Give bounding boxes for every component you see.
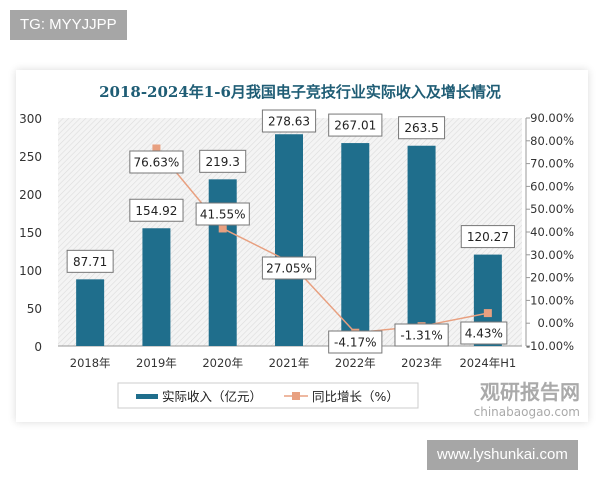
right-axis-tick: 20.00% xyxy=(530,271,574,285)
right-axis-tick: -10.00% xyxy=(526,339,574,353)
watermark-brand: 观研报告网 xyxy=(480,380,580,404)
bar xyxy=(76,279,105,346)
left-axis-tick: 100 xyxy=(19,264,42,278)
growth-data-label-box xyxy=(460,321,508,345)
growth-data-label-box xyxy=(129,150,184,174)
right-axis-tick: 0.00% xyxy=(537,316,574,330)
growth-marker xyxy=(152,144,161,153)
bar xyxy=(275,134,303,346)
bar-data-label: 154.92 xyxy=(135,204,177,218)
left-axis-tick: 200 xyxy=(19,188,42,202)
x-axis-tick: 2020年 xyxy=(202,356,243,370)
left-axis-tick: 50 xyxy=(27,302,42,316)
top-left-watermark-label: TG: MYYJJPP xyxy=(10,10,127,40)
x-axis-tick: 2018年 xyxy=(70,356,111,370)
chart-title: 2018-2024年1-6月我国电子竞技行业实际收入及增长情况 xyxy=(99,83,501,101)
left-axis-tick: 300 xyxy=(19,112,42,126)
right-axis-tick: 10.00% xyxy=(530,293,574,307)
bar-data-label: 87.71 xyxy=(73,255,107,269)
growth-data-label: -1.31% xyxy=(400,329,442,343)
growth-data-label-box xyxy=(394,323,449,347)
bar-data-label-box xyxy=(199,149,247,173)
growth-data-label: 4.43% xyxy=(465,327,503,341)
legend-line-label: 同比增长（%） xyxy=(312,389,399,404)
bar-data-label: 267.01 xyxy=(334,119,376,133)
growth-data-label: 27.05% xyxy=(266,262,312,276)
bar xyxy=(341,143,370,346)
bar-data-label-box xyxy=(328,113,383,137)
bar-data-label: 278.63 xyxy=(268,115,310,129)
left-axis-tick: 0 xyxy=(34,340,42,354)
right-axis-tick: 50.00% xyxy=(530,202,574,216)
growth-marker xyxy=(218,224,227,233)
right-axis-tick: 70.00% xyxy=(530,157,574,171)
growth-data-label-box xyxy=(195,202,250,226)
legend-bar-swatch xyxy=(136,394,158,399)
x-axis-tick: 2023年 xyxy=(401,356,442,370)
bar-data-label-box xyxy=(129,198,184,222)
bar-data-label-box xyxy=(261,109,317,133)
x-axis-tick: 2019年 xyxy=(136,356,177,370)
legend-line-marker xyxy=(292,392,300,400)
right-axis-tick: 40.00% xyxy=(530,225,574,239)
bar-data-label: 219.3 xyxy=(206,155,240,169)
growth-data-label: 76.63% xyxy=(134,156,180,170)
x-axis-tick: 2024年H1 xyxy=(459,356,516,370)
bar-data-label: 263.5 xyxy=(404,121,438,135)
x-axis-tick: 2021年 xyxy=(269,356,310,370)
watermark-url: chinabaogao.com xyxy=(474,405,580,419)
right-axis-tick: 90.00% xyxy=(530,111,574,125)
bar-data-label-box xyxy=(66,249,114,273)
right-axis-tick: 30.00% xyxy=(530,248,574,262)
x-axis-tick: 2022年 xyxy=(335,356,376,370)
right-axis-tick: 60.00% xyxy=(530,179,574,193)
left-axis-tick: 250 xyxy=(19,150,42,164)
legend xyxy=(117,382,419,409)
bar-data-label-box xyxy=(460,225,515,249)
bar-data-label: 120.27 xyxy=(467,230,509,244)
growth-data-label: -4.17% xyxy=(334,336,376,350)
left-axis-tick: 150 xyxy=(19,226,42,240)
bar-data-label-box xyxy=(398,116,446,140)
right-axis-tick: 80.00% xyxy=(530,134,574,148)
growth-data-label: 41.55% xyxy=(200,208,246,222)
legend-bar-label: 实际收入（亿元） xyxy=(162,389,262,404)
growth-marker xyxy=(483,309,492,318)
bar xyxy=(407,145,436,346)
growth-data-label-box xyxy=(261,256,317,280)
growth-data-label-box xyxy=(328,330,383,354)
bar xyxy=(142,228,171,346)
bottom-right-watermark-label: www.lyshunkai.com xyxy=(427,440,578,470)
